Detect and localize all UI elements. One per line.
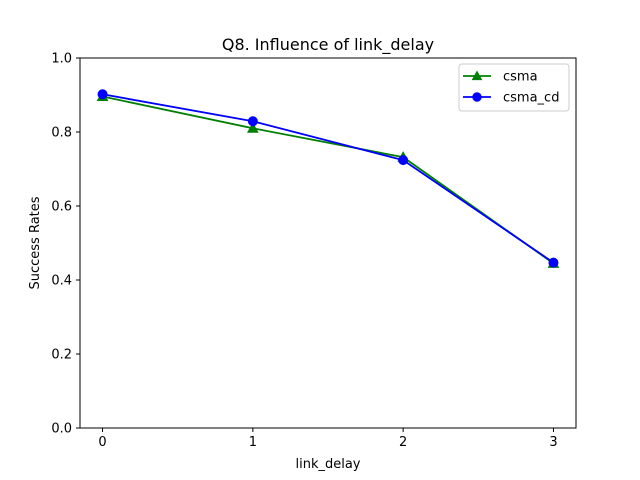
series-line-csma bbox=[102, 95, 554, 265]
legend-marker-csma_cd bbox=[472, 92, 482, 102]
x-tick-label: 1 bbox=[249, 435, 257, 450]
y-tick-label: 0.0 bbox=[51, 422, 72, 437]
series-line-csma_cd bbox=[102, 93, 554, 264]
legend-label-csma: csma bbox=[503, 70, 538, 85]
chart-title: Q8. Influence of link_delay bbox=[222, 35, 434, 55]
plot-series bbox=[96, 89, 560, 268]
x-axis-label: link_delay bbox=[295, 457, 360, 472]
data-point-csma_cd bbox=[548, 257, 559, 268]
y-tick-label: 0.8 bbox=[51, 126, 72, 141]
x-ticks: 0 1 2 3 bbox=[98, 428, 558, 450]
plot-frame bbox=[79, 57, 577, 429]
y-axis-label: Success Rates bbox=[28, 196, 43, 289]
x-tick-label: 3 bbox=[549, 435, 557, 450]
data-point-csma bbox=[246, 122, 259, 133]
y-tick-label: 0.6 bbox=[51, 200, 72, 215]
data-point-csma_cd bbox=[247, 116, 258, 127]
legend: csma csma_cd bbox=[458, 63, 570, 112]
y-ticks: 0.0 0.2 0.4 0.6 0.8 1.0 bbox=[51, 52, 80, 437]
legend-marker-csma bbox=[471, 70, 483, 81]
data-point-csma_cd bbox=[398, 155, 409, 166]
x-tick-label: 0 bbox=[98, 435, 106, 450]
legend-label-csma_cd: csma_cd bbox=[503, 91, 559, 106]
y-tick-label: 0.2 bbox=[51, 348, 72, 363]
y-tick-label: 1.0 bbox=[51, 52, 72, 67]
data-point-csma_cd bbox=[97, 89, 108, 100]
y-tick-label: 0.4 bbox=[51, 274, 72, 289]
x-tick-label: 2 bbox=[399, 435, 407, 450]
